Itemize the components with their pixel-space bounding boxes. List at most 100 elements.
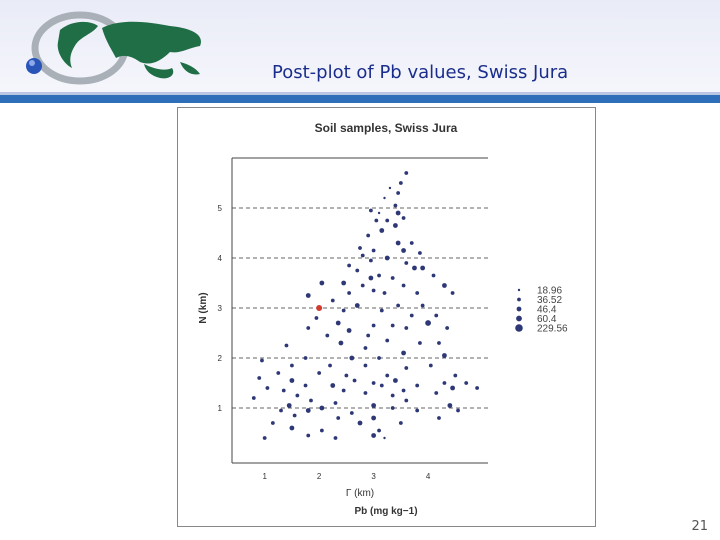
data-point bbox=[347, 263, 352, 268]
data-point bbox=[368, 208, 373, 213]
data-point bbox=[404, 398, 409, 403]
page-number: 21 bbox=[691, 519, 708, 534]
data-point bbox=[393, 378, 398, 383]
data-point bbox=[358, 246, 362, 250]
data-point bbox=[366, 333, 371, 338]
data-point bbox=[371, 323, 376, 328]
data-point bbox=[418, 251, 422, 255]
data-point bbox=[396, 191, 401, 195]
data-point bbox=[371, 415, 377, 421]
data-point bbox=[401, 248, 406, 253]
data-point bbox=[352, 378, 357, 383]
data-point bbox=[341, 280, 347, 286]
y-tick-label: 1 bbox=[218, 404, 223, 413]
y-axis-label: N (km) bbox=[198, 292, 209, 323]
data-point bbox=[390, 323, 395, 328]
data-point bbox=[371, 381, 376, 385]
data-point bbox=[401, 216, 406, 220]
data-point bbox=[319, 428, 324, 433]
data-point bbox=[314, 316, 319, 320]
data-point bbox=[395, 210, 401, 216]
data-point bbox=[309, 398, 313, 403]
data-point bbox=[289, 425, 295, 431]
data-point bbox=[319, 280, 325, 286]
data-point bbox=[445, 326, 450, 330]
data-point bbox=[363, 346, 368, 350]
data-point bbox=[415, 383, 420, 388]
legend-label: 46.4 bbox=[537, 305, 557, 316]
legend-label: 36.52 bbox=[537, 295, 562, 306]
data-point bbox=[396, 303, 401, 308]
data-point bbox=[453, 373, 458, 378]
data-point bbox=[341, 388, 346, 393]
data-point bbox=[338, 340, 344, 346]
data-point bbox=[442, 353, 447, 358]
chart-title: Soil samples, Swiss Jura bbox=[315, 121, 458, 135]
data-point bbox=[377, 428, 381, 433]
y-tick-label: 2 bbox=[218, 354, 223, 363]
legend-marker bbox=[516, 306, 522, 312]
data-point bbox=[333, 436, 338, 440]
data-point bbox=[262, 436, 267, 440]
data-point bbox=[456, 408, 460, 413]
data-point bbox=[371, 433, 377, 438]
data-point bbox=[412, 265, 417, 271]
data-point bbox=[382, 291, 387, 295]
slide-title: Post-plot of Pb values, Swiss Jura bbox=[272, 62, 569, 83]
data-point bbox=[289, 378, 295, 383]
data-point bbox=[344, 373, 349, 378]
data-point bbox=[404, 171, 409, 175]
pb-units-label: Pb (mg kg−1) bbox=[354, 506, 417, 517]
data-point bbox=[475, 386, 480, 390]
highlight-point bbox=[316, 305, 323, 311]
x-axis-label: Γ (km) bbox=[346, 488, 374, 499]
data-point bbox=[346, 328, 352, 333]
data-point bbox=[276, 371, 281, 375]
data-point bbox=[385, 338, 390, 343]
chart-panel: Soil samples, Swiss Jura 1 2 3 4 5 1 2 3 4 18.96… bbox=[177, 107, 596, 527]
data-point bbox=[383, 436, 386, 440]
data-point bbox=[371, 403, 377, 408]
data-point bbox=[377, 211, 381, 215]
legend-marker bbox=[515, 324, 523, 332]
data-point bbox=[336, 416, 341, 420]
data-point bbox=[260, 358, 264, 363]
data-point bbox=[377, 356, 381, 360]
data-point bbox=[251, 396, 256, 400]
data-point bbox=[450, 291, 455, 295]
data-point bbox=[401, 388, 406, 393]
header-accent-line bbox=[0, 92, 720, 95]
data-point bbox=[415, 408, 420, 413]
data-point bbox=[437, 416, 441, 420]
data-point bbox=[374, 218, 379, 223]
data-point bbox=[317, 371, 322, 375]
data-point bbox=[393, 223, 398, 228]
data-point bbox=[349, 411, 354, 415]
data-point bbox=[303, 383, 308, 388]
data-point bbox=[390, 406, 395, 410]
data-point bbox=[409, 313, 414, 318]
data-point bbox=[319, 405, 325, 411]
data-point bbox=[401, 283, 406, 288]
data-point bbox=[257, 376, 262, 380]
data-point bbox=[303, 356, 308, 360]
data-point bbox=[388, 186, 392, 190]
x-tick-label: 4 bbox=[426, 472, 431, 481]
data-point bbox=[305, 293, 311, 298]
data-point bbox=[360, 283, 365, 288]
data-point bbox=[270, 421, 275, 425]
data-point bbox=[355, 268, 360, 273]
data-point bbox=[354, 303, 360, 308]
x-tick-label: 1 bbox=[262, 472, 267, 481]
data-point bbox=[286, 403, 292, 408]
data-point bbox=[360, 253, 365, 258]
data-point bbox=[401, 350, 406, 356]
data-point bbox=[292, 413, 297, 418]
legend-marker bbox=[516, 315, 522, 322]
data-point bbox=[377, 273, 381, 278]
header-bar bbox=[0, 95, 720, 103]
data-point bbox=[306, 326, 311, 330]
data-point bbox=[368, 275, 374, 281]
data-point bbox=[379, 383, 384, 388]
data-point bbox=[384, 255, 390, 261]
